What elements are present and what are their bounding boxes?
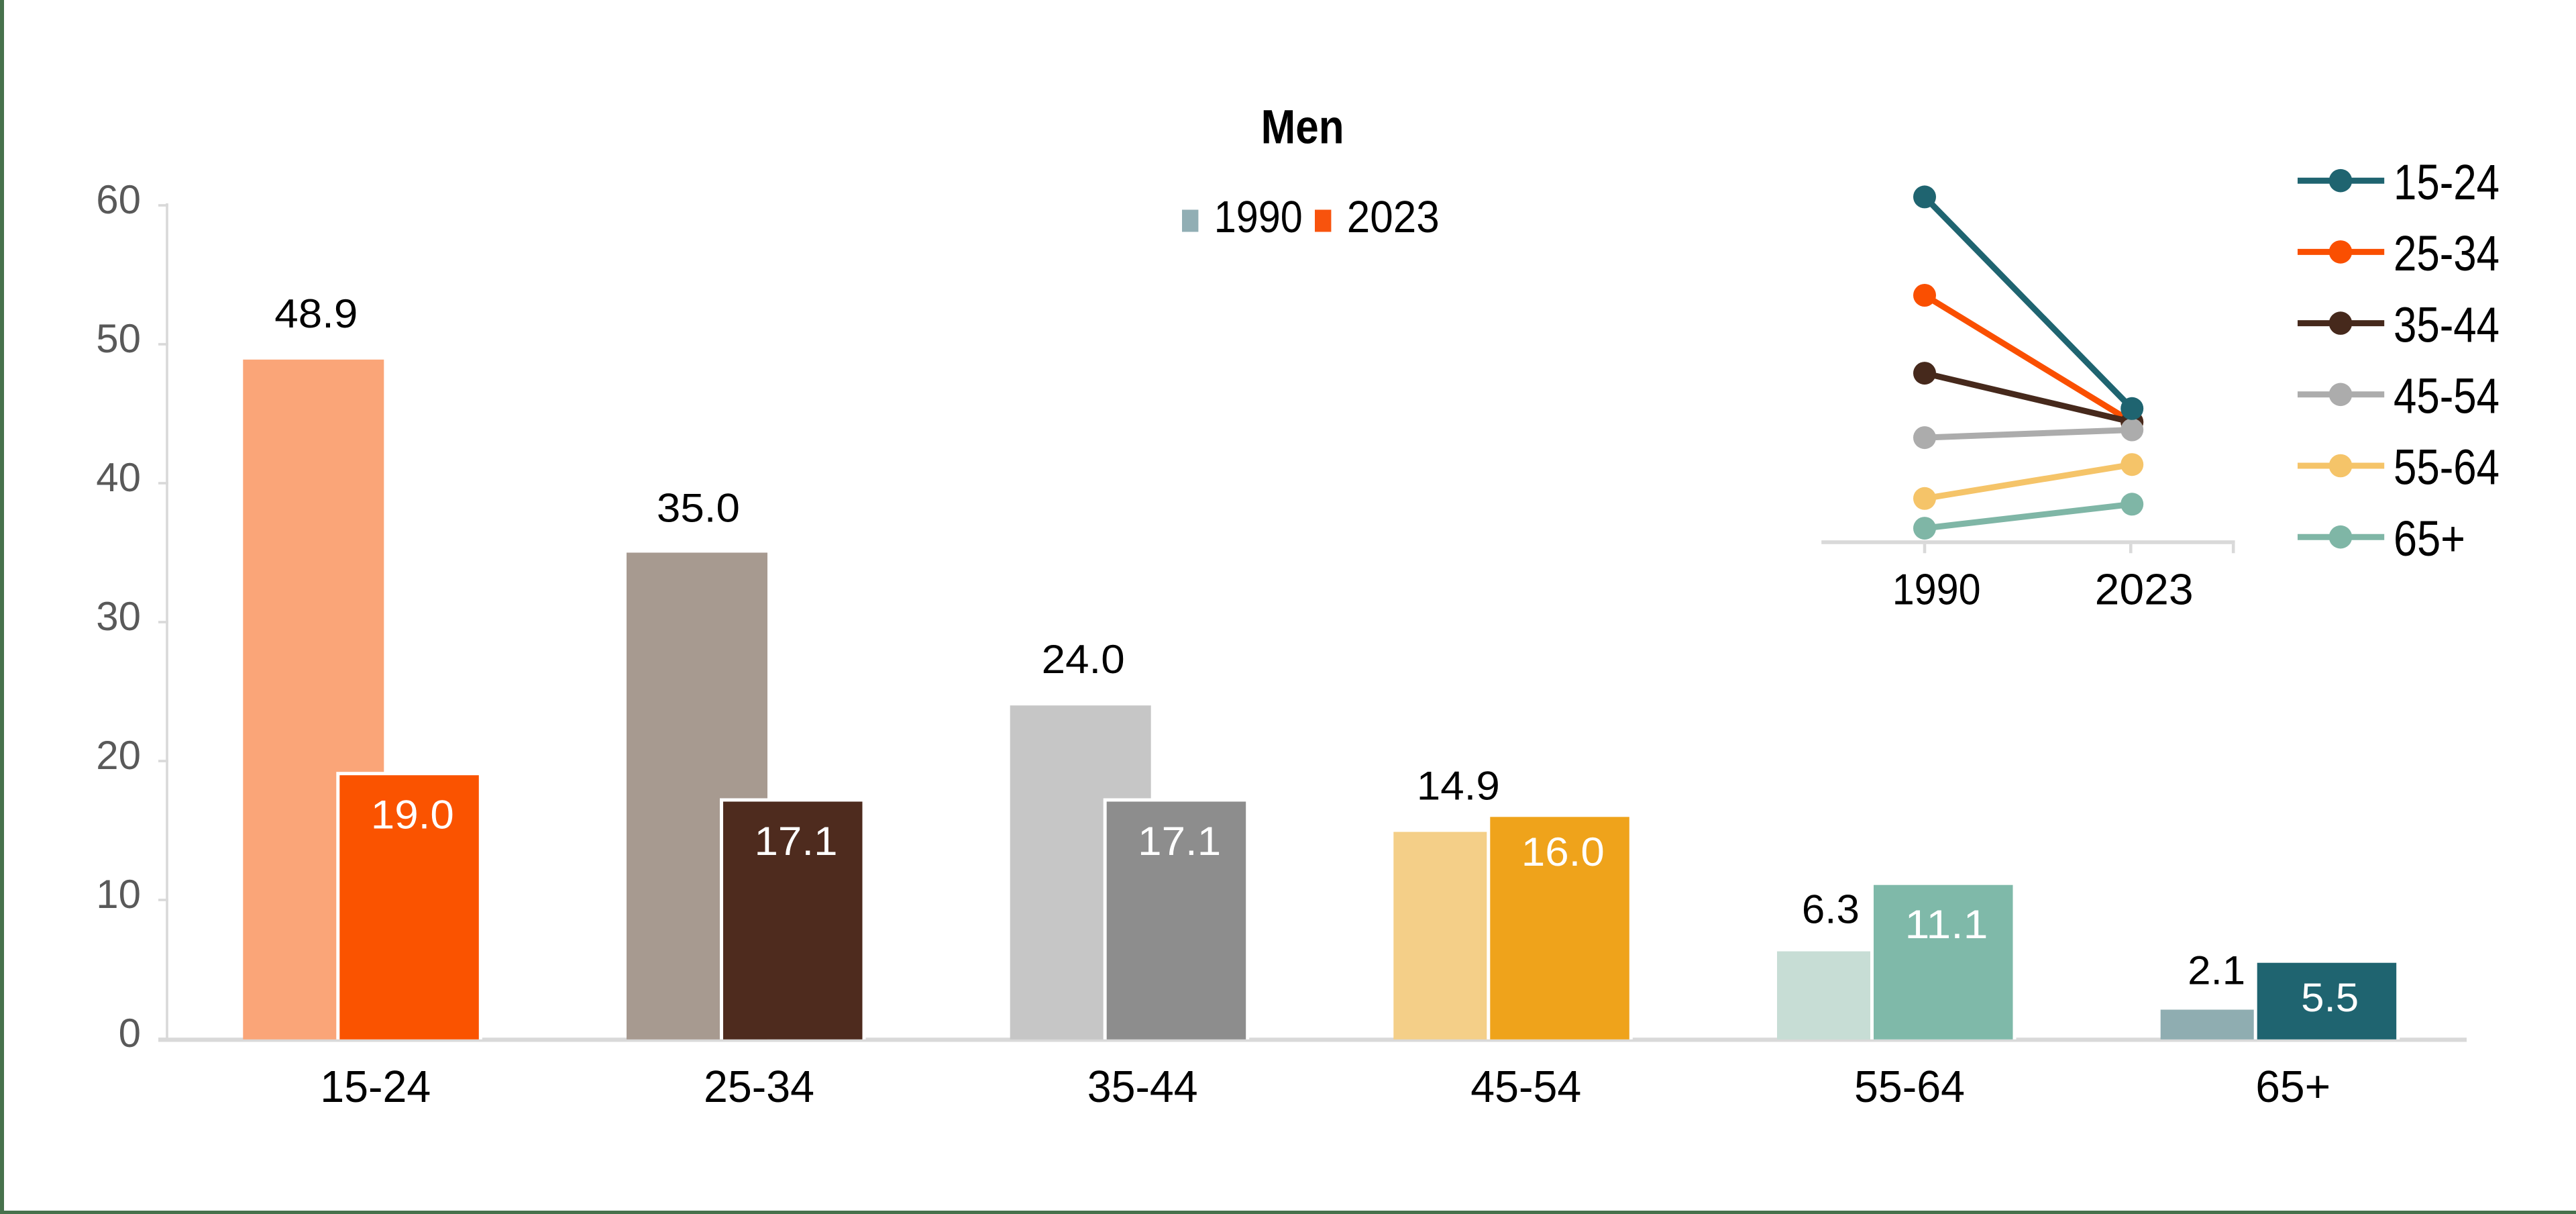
svg-text:17.1: 17.1	[1138, 819, 1221, 864]
svg-text:30: 30	[96, 594, 141, 639]
svg-text:Men: Men	[1261, 101, 1344, 154]
svg-text:0: 0	[119, 1011, 141, 1056]
svg-text:35.0: 35.0	[657, 486, 740, 531]
svg-text:45-54: 45-54	[1470, 1062, 1581, 1112]
svg-text:5.5: 5.5	[2301, 975, 2359, 1020]
svg-text:24.0: 24.0	[1042, 637, 1125, 682]
svg-text:50: 50	[96, 316, 141, 361]
svg-text:65+: 65+	[2394, 511, 2465, 566]
svg-text:25-34: 25-34	[704, 1062, 814, 1112]
svg-text:2023: 2023	[1347, 193, 1440, 242]
svg-text:40: 40	[96, 455, 141, 500]
svg-text:11.1: 11.1	[1905, 902, 1988, 947]
svg-text:2023: 2023	[2095, 565, 2194, 614]
svg-text:55-64: 55-64	[2394, 440, 2500, 495]
svg-text:60: 60	[96, 177, 141, 222]
svg-text:1990: 1990	[1214, 193, 1303, 242]
svg-text:55-64: 55-64	[1854, 1062, 1965, 1112]
svg-text:1990: 1990	[1892, 565, 1981, 614]
svg-text:6.3: 6.3	[1802, 887, 1860, 932]
svg-text:19.0: 19.0	[371, 793, 454, 838]
svg-text:15-24: 15-24	[320, 1062, 431, 1112]
svg-text:15-24: 15-24	[2394, 154, 2500, 210]
svg-text:10: 10	[96, 872, 141, 917]
svg-text:25-34: 25-34	[2394, 225, 2500, 281]
svg-text:35-44: 35-44	[2394, 297, 2500, 352]
svg-text:20: 20	[96, 733, 141, 778]
svg-text:17.1: 17.1	[755, 819, 838, 864]
svg-text:45-54: 45-54	[2394, 368, 2500, 424]
svg-text:16.0: 16.0	[1521, 829, 1605, 874]
svg-text:48.9: 48.9	[274, 291, 358, 336]
svg-text:14.9: 14.9	[1417, 764, 1500, 809]
svg-text:2.1: 2.1	[2188, 948, 2245, 993]
svg-text:35-44: 35-44	[1087, 1062, 1198, 1112]
svg-text:65+: 65+	[2255, 1062, 2330, 1112]
